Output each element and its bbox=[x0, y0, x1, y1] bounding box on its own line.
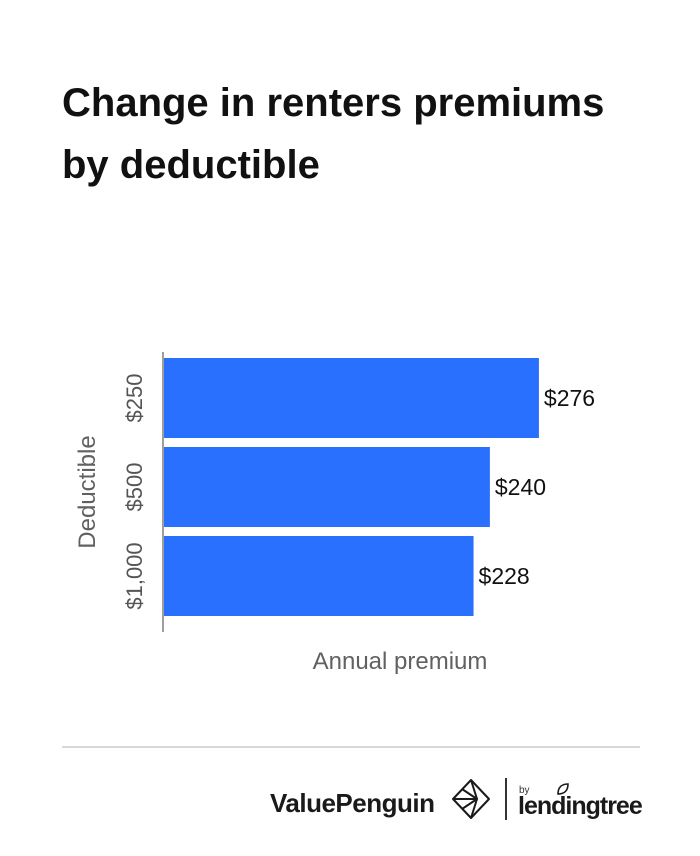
data-label-2: $228 bbox=[479, 563, 530, 589]
y-tick-label-1: $500 bbox=[122, 463, 147, 512]
chart-title: Change in renters premiums by deductible bbox=[62, 72, 662, 196]
data-label-0: $276 bbox=[544, 385, 595, 411]
bar-chart: $276 $250 $240 $500 $228 $1,000 Deductible Annu… bbox=[74, 352, 595, 675]
lendingtree-wordmark: lendingtree bbox=[518, 792, 643, 820]
brand-footer: ValuePenguin by lendingtree bbox=[270, 776, 650, 826]
valuepenguin-logo-icon bbox=[452, 779, 490, 819]
by-label: by bbox=[519, 785, 530, 796]
y-tick-label-0: $250 bbox=[122, 374, 147, 423]
footer-separator bbox=[505, 778, 507, 820]
bar-1 bbox=[163, 447, 490, 527]
y-axis-title: Deductible bbox=[74, 435, 101, 548]
valuepenguin-wordmark: ValuePenguin bbox=[270, 788, 435, 818]
y-tick-label-2: $1,000 bbox=[122, 542, 147, 609]
footer-divider bbox=[62, 746, 640, 748]
bar-2 bbox=[163, 536, 474, 616]
lendingtree-leaf-icon bbox=[557, 783, 569, 795]
chart-title-line-1: Change in renters premiums bbox=[62, 81, 605, 125]
x-axis-title: Annual premium bbox=[313, 648, 488, 675]
chart-title-line-2: by deductible bbox=[62, 143, 320, 187]
data-label-1: $240 bbox=[495, 474, 546, 500]
bar-0 bbox=[163, 358, 539, 438]
